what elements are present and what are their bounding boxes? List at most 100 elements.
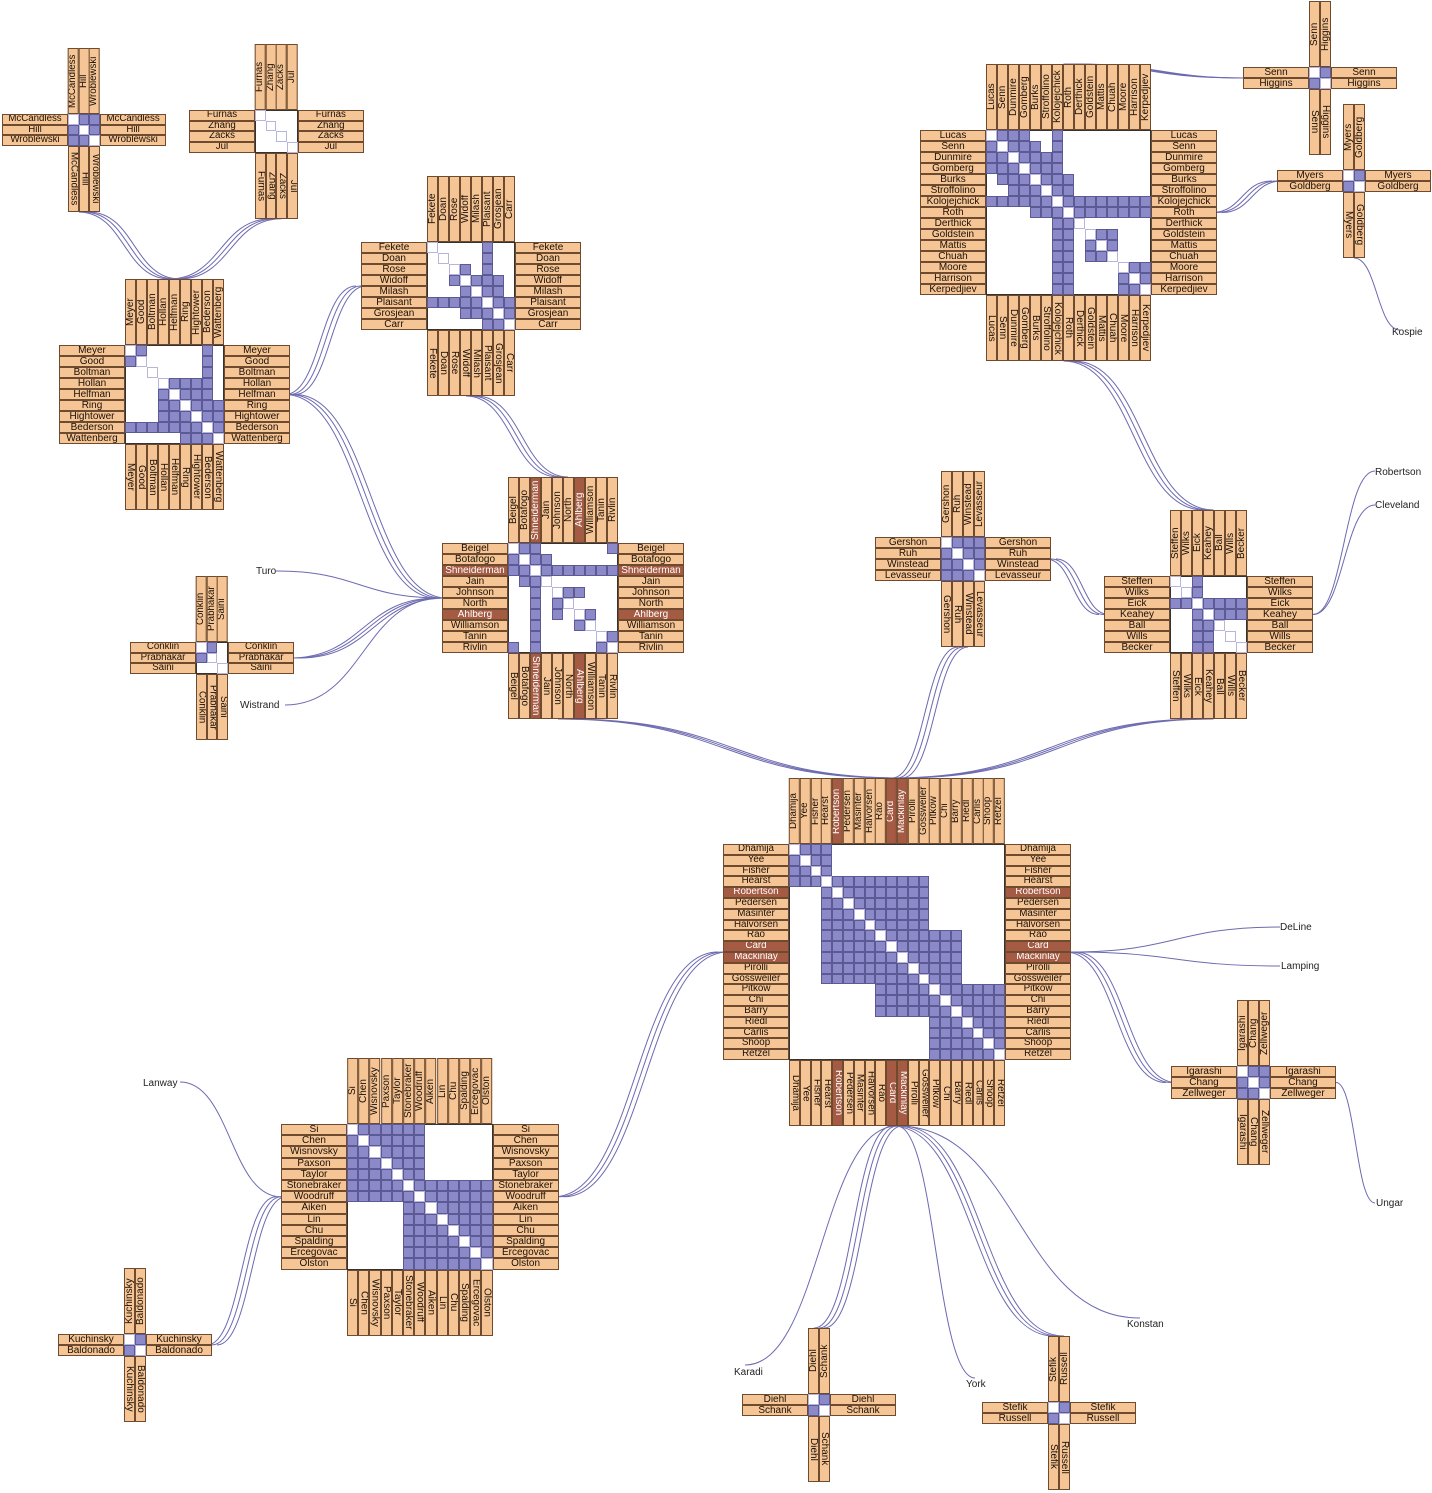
matrix-cell-link[interactable]	[136, 422, 147, 433]
matrix-cell-link[interactable]	[951, 962, 962, 974]
matrix-cell-link[interactable]	[519, 565, 530, 576]
matrix-cell-link[interactable]	[202, 411, 213, 422]
node-label-top[interactable]: Zhang	[265, 44, 277, 110]
singleton-konstan[interactable]: Konstan	[1127, 1319, 1164, 1330]
matrix-cell-link[interactable]	[974, 548, 985, 559]
matrix-cell-link[interactable]	[918, 984, 930, 996]
matrix-cell-link[interactable]	[191, 422, 202, 433]
node-label-bottom[interactable]: Hollan	[158, 444, 169, 510]
node-label-bottom[interactable]: Kerpedjiev	[1140, 295, 1151, 361]
matrix-cell-link[interactable]	[169, 422, 180, 433]
matrix-cell-link[interactable]	[1008, 163, 1019, 174]
matrix-cell-link[interactable]	[459, 1213, 471, 1225]
node-label-bottom[interactable]: Mattis	[1096, 295, 1107, 361]
node-label-top[interactable]: Chen	[358, 1058, 370, 1124]
node-label-left[interactable]: Tanin	[442, 631, 508, 642]
matrix-cell-link[interactable]	[951, 973, 962, 985]
matrix-cell-link[interactable]	[504, 297, 515, 308]
matrix-cell-link[interactable]	[481, 1191, 493, 1203]
node-label-top[interactable]: Grosjean	[493, 176, 504, 242]
matrix-cell-link[interactable]	[414, 1202, 426, 1214]
matrix-cell-link[interactable]	[897, 898, 908, 909]
matrix-cell-link[interactable]	[918, 919, 930, 931]
node-label-left[interactable]: Saini	[130, 663, 196, 675]
matrix-cell-link[interactable]	[897, 1006, 908, 1017]
matrix-cell-link[interactable]	[983, 1006, 995, 1017]
node-label-right[interactable]: Grosjean	[515, 308, 581, 319]
matrix-cell-link[interactable]	[124, 1345, 135, 1356]
matrix-cell-link[interactable]	[963, 548, 974, 559]
matrix-cell-diagonal[interactable]	[169, 389, 180, 400]
matrix-cell-link[interactable]	[941, 570, 952, 581]
matrix-cell-link[interactable]	[1192, 576, 1203, 587]
node-label-bottom[interactable]: Gossweiler	[918, 1060, 930, 1126]
matrix-cell-link[interactable]	[994, 995, 1005, 1006]
node-label-left[interactable]: Wills	[1104, 631, 1170, 642]
matrix-cell-link[interactable]	[940, 1038, 951, 1050]
node-label-left[interactable]: Fisher	[723, 865, 789, 877]
node-label-top[interactable]: Higgins	[1320, 1, 1331, 67]
matrix-cell-link[interactable]	[530, 554, 541, 565]
node-label-bottom[interactable]: Stroffolino	[1041, 295, 1052, 361]
matrix-cell-link[interactable]	[403, 1191, 415, 1203]
matrix-cell-link[interactable]	[832, 973, 843, 985]
node-label-right[interactable]: Stroffolino	[1151, 185, 1217, 196]
matrix-cell-link[interactable]	[508, 642, 519, 653]
matrix-cell-link[interactable]	[436, 1202, 448, 1214]
node-label-right[interactable]: Ring	[224, 400, 290, 411]
matrix-cell-diagonal[interactable]	[135, 1345, 146, 1356]
matrix-cell-link[interactable]	[1203, 598, 1214, 609]
node-label-top[interactable]: Wroblewski	[89, 48, 101, 114]
matrix-cell-diagonal[interactable]	[206, 652, 218, 664]
matrix-cell-link[interactable]	[158, 422, 169, 433]
matrix-cell-link[interactable]	[1030, 152, 1041, 163]
node-label-left[interactable]: Paxson	[281, 1157, 347, 1169]
matrix-cell-diagonal[interactable]	[493, 308, 504, 319]
node-label-left[interactable]: Wisnovsky	[281, 1146, 347, 1158]
matrix-cell-link[interactable]	[1118, 196, 1129, 207]
node-label-right[interactable]: Dhamija	[1005, 844, 1071, 855]
node-label-left[interactable]: Goldstein	[920, 229, 986, 240]
node-label-bottom[interactable]: Chuah	[1107, 295, 1118, 361]
node-label-bottom[interactable]: Igarashi	[1237, 1099, 1248, 1165]
matrix-cell-diagonal[interactable]	[519, 554, 530, 565]
matrix-cell-link[interactable]	[1129, 262, 1140, 273]
matrix-cell-link[interactable]	[180, 433, 191, 444]
matrix-cell-diagonal[interactable]	[940, 995, 951, 1006]
node-label-right[interactable]: Rao	[1005, 930, 1071, 942]
node-label-left[interactable]: Derthick	[920, 218, 986, 229]
matrix-cell-link[interactable]	[347, 1191, 359, 1203]
matrix-cell-link[interactable]	[449, 297, 460, 308]
matrix-cell-link[interactable]	[358, 1124, 370, 1136]
node-label-top[interactable]: Zellweger	[1259, 1000, 1270, 1066]
matrix-cell-link[interactable]	[832, 941, 843, 952]
matrix-cell-link[interactable]	[832, 908, 843, 920]
matrix-cell-diagonal[interactable]	[425, 1202, 437, 1214]
matrix-cell-link[interactable]	[1129, 284, 1140, 295]
node-label-bottom[interactable]: Pirolli	[907, 1060, 919, 1126]
matrix-cell-link[interactable]	[940, 1027, 951, 1039]
matrix-cell-link[interactable]	[358, 1191, 370, 1203]
node-label-left[interactable]: Hollan	[59, 378, 125, 389]
node-label-left[interactable]: Pitkow	[723, 984, 789, 996]
node-label-bottom[interactable]: Grosjean	[493, 330, 504, 396]
matrix-cell-link[interactable]	[403, 1213, 415, 1225]
node-label-top[interactable]: Helfman	[169, 279, 180, 345]
node-label-right[interactable]: Lucas	[1151, 130, 1217, 141]
matrix-cell-link[interactable]	[449, 275, 460, 286]
node-label-bottom[interactable]: Levasseur	[974, 581, 985, 647]
matrix-cell-link[interactable]	[1052, 141, 1063, 152]
node-label-bottom[interactable]: Spalding	[459, 1269, 471, 1336]
node-label-right[interactable]: Stonebraker	[492, 1180, 559, 1192]
node-label-left[interactable]: Johnson	[442, 587, 508, 598]
node-label-top[interactable]: Ball	[1214, 510, 1225, 576]
matrix-cell-link[interactable]	[972, 1016, 984, 1028]
node-label-bottom[interactable]: Paxson	[380, 1269, 392, 1336]
matrix-cell-link[interactable]	[1063, 218, 1074, 229]
node-label-left[interactable]: Russell	[982, 1413, 1048, 1424]
node-label-top[interactable]: Eick	[1192, 510, 1203, 576]
matrix-cell-diagonal[interactable]	[961, 1016, 973, 1028]
matrix-cell-link[interactable]	[963, 570, 974, 581]
matrix-cell-diagonal[interactable]	[843, 898, 854, 909]
node-label-bottom[interactable]: Yee	[799, 1060, 811, 1126]
